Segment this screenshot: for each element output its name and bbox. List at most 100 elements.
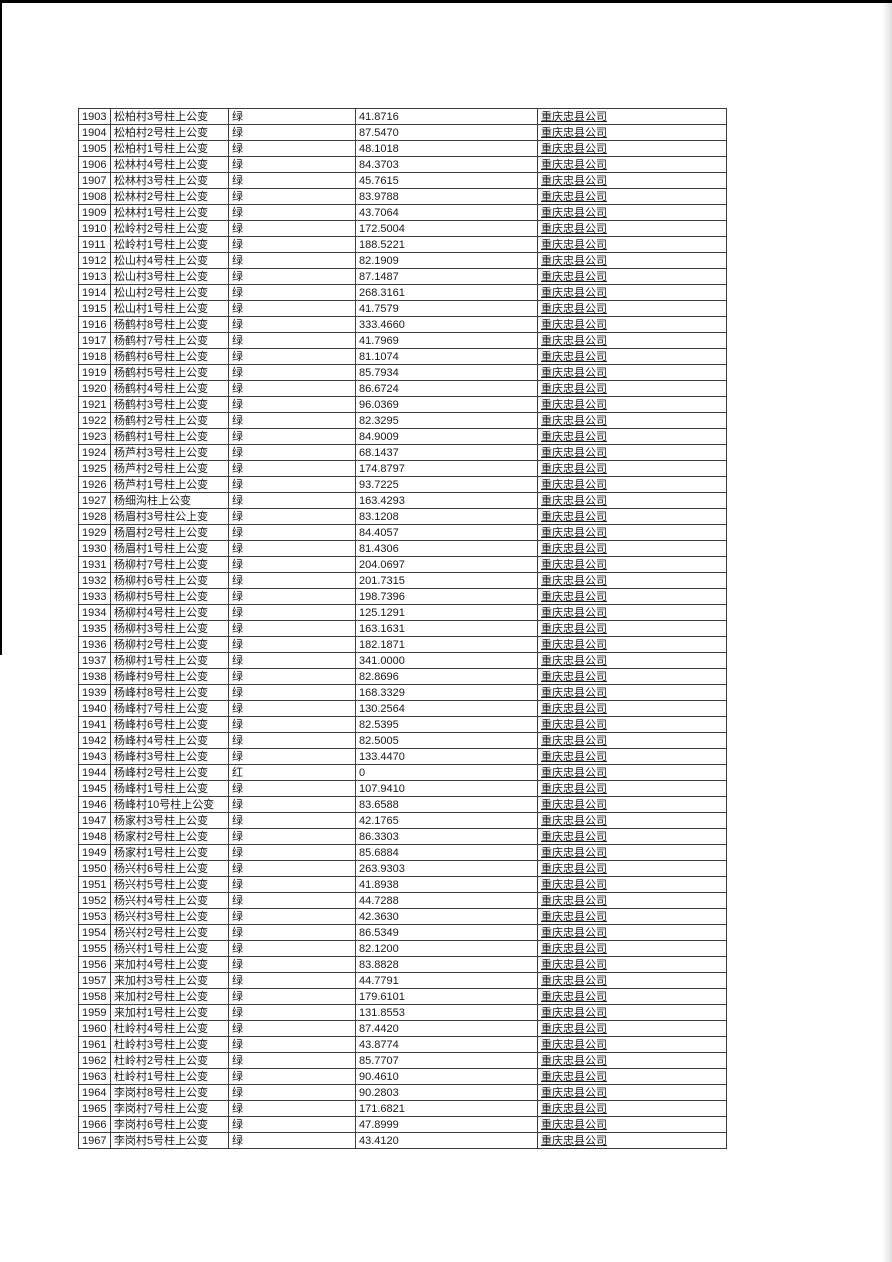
company-link[interactable]: 重庆忠县公司 xyxy=(541,526,607,539)
company-link[interactable]: 重庆忠县公司 xyxy=(541,846,607,859)
company-link[interactable]: 重庆忠县公司 xyxy=(541,734,607,747)
cell-value: 93.7225 xyxy=(355,476,538,493)
company-link[interactable]: 重庆忠县公司 xyxy=(541,830,607,843)
table-row: 1960 杜岭村4号柱上公变 绿 87.4420 重庆忠县公司 xyxy=(78,1020,727,1037)
cell-status: 绿 xyxy=(228,748,356,765)
company-link[interactable]: 重庆忠县公司 xyxy=(541,702,607,715)
company-link[interactable]: 重庆忠县公司 xyxy=(541,254,607,267)
company-link[interactable]: 重庆忠县公司 xyxy=(541,1086,607,1099)
cell-company: 重庆忠县公司 xyxy=(537,220,727,237)
company-link[interactable]: 重庆忠县公司 xyxy=(541,718,607,731)
company-link[interactable]: 重庆忠县公司 xyxy=(541,478,607,491)
company-link[interactable]: 重庆忠县公司 xyxy=(541,366,607,379)
company-link[interactable]: 重庆忠县公司 xyxy=(541,926,607,939)
company-link[interactable]: 重庆忠县公司 xyxy=(541,638,607,651)
cell-name: 李岗村6号柱上公变 xyxy=(110,1116,229,1133)
company-link[interactable]: 重庆忠县公司 xyxy=(541,590,607,603)
company-link[interactable]: 重庆忠县公司 xyxy=(541,686,607,699)
cell-company: 重庆忠县公司 xyxy=(537,140,727,157)
company-link[interactable]: 重庆忠县公司 xyxy=(541,462,607,475)
company-link[interactable]: 重庆忠县公司 xyxy=(541,958,607,971)
company-link[interactable]: 重庆忠县公司 xyxy=(541,1118,607,1131)
company-link[interactable]: 重庆忠县公司 xyxy=(541,302,607,315)
company-link[interactable]: 重庆忠县公司 xyxy=(541,942,607,955)
table-row: 1919 杨鹤村5号柱上公变 绿 85.7934 重庆忠县公司 xyxy=(78,364,727,381)
cell-name: 松柏村3号柱上公变 xyxy=(110,108,229,125)
company-link[interactable]: 重庆忠县公司 xyxy=(541,990,607,1003)
cell-row-number: 1906 xyxy=(78,156,111,173)
company-link[interactable]: 重庆忠县公司 xyxy=(541,974,607,987)
company-link[interactable]: 重庆忠县公司 xyxy=(541,190,607,203)
cell-value: 85.6884 xyxy=(355,844,538,861)
company-link[interactable]: 重庆忠县公司 xyxy=(541,1006,607,1019)
company-link[interactable]: 重庆忠县公司 xyxy=(541,494,607,507)
cell-value: 42.1765 xyxy=(355,812,538,829)
cell-value: 43.4120 xyxy=(355,1132,538,1149)
company-link[interactable]: 重庆忠县公司 xyxy=(541,414,607,427)
company-link[interactable]: 重庆忠县公司 xyxy=(541,318,607,331)
company-link[interactable]: 重庆忠县公司 xyxy=(541,158,607,171)
company-link[interactable]: 重庆忠县公司 xyxy=(541,174,607,187)
company-link[interactable]: 重庆忠县公司 xyxy=(541,398,607,411)
table-row: 1952 杨兴村4号柱上公变 绿 44.7288 重庆忠县公司 xyxy=(78,892,727,909)
company-link[interactable]: 重庆忠县公司 xyxy=(541,798,607,811)
company-link[interactable]: 重庆忠县公司 xyxy=(541,206,607,219)
cell-status: 绿 xyxy=(228,380,356,397)
company-link[interactable]: 重庆忠县公司 xyxy=(541,1134,607,1147)
company-link[interactable]: 重庆忠县公司 xyxy=(541,510,607,523)
company-link[interactable]: 重庆忠县公司 xyxy=(541,894,607,907)
company-link[interactable]: 重庆忠县公司 xyxy=(541,1102,607,1115)
company-link[interactable]: 重庆忠县公司 xyxy=(541,782,607,795)
cell-company: 重庆忠县公司 xyxy=(537,956,727,973)
company-link[interactable]: 重庆忠县公司 xyxy=(541,910,607,923)
table-row: 1964 李岗村8号柱上公变 绿 90.2803 重庆忠县公司 xyxy=(78,1084,727,1101)
table-row: 1933 杨柳村5号柱上公变 绿 198.7396 重庆忠县公司 xyxy=(78,588,727,605)
cell-value: 83.6588 xyxy=(355,796,538,813)
company-link[interactable]: 重庆忠县公司 xyxy=(541,382,607,395)
company-link[interactable]: 重庆忠县公司 xyxy=(541,766,607,779)
cell-value: 45.7615 xyxy=(355,172,538,189)
company-link[interactable]: 重庆忠县公司 xyxy=(541,334,607,347)
company-link[interactable]: 重庆忠县公司 xyxy=(541,654,607,667)
company-link[interactable]: 重庆忠县公司 xyxy=(541,542,607,555)
company-link[interactable]: 重庆忠县公司 xyxy=(541,430,607,443)
company-link[interactable]: 重庆忠县公司 xyxy=(541,1054,607,1067)
cell-status: 绿 xyxy=(228,236,356,253)
company-link[interactable]: 重庆忠县公司 xyxy=(541,1022,607,1035)
table-row: 1950 杨兴村6号柱上公变 绿 263.9303 重庆忠县公司 xyxy=(78,860,727,877)
company-link[interactable]: 重庆忠县公司 xyxy=(541,446,607,459)
company-link[interactable]: 重庆忠县公司 xyxy=(541,606,607,619)
table-row: 1947 杨家村3号柱上公变 绿 42.1765 重庆忠县公司 xyxy=(78,812,727,829)
cell-name: 杨柳村4号柱上公变 xyxy=(110,604,229,621)
table-row: 1929 杨眉村2号柱上公变 绿 84.4057 重庆忠县公司 xyxy=(78,524,727,541)
cell-value: 333.4660 xyxy=(355,316,538,333)
company-link[interactable]: 重庆忠县公司 xyxy=(541,350,607,363)
cell-status: 绿 xyxy=(228,780,356,797)
company-link[interactable]: 重庆忠县公司 xyxy=(541,142,607,155)
cell-name: 杜岭村3号柱上公变 xyxy=(110,1036,229,1053)
company-link[interactable]: 重庆忠县公司 xyxy=(541,286,607,299)
cell-company: 重庆忠县公司 xyxy=(537,652,727,669)
cell-company: 重庆忠县公司 xyxy=(537,1052,727,1069)
company-link[interactable]: 重庆忠县公司 xyxy=(541,558,607,571)
company-link[interactable]: 重庆忠县公司 xyxy=(541,270,607,283)
company-link[interactable]: 重庆忠县公司 xyxy=(541,1070,607,1083)
table-row: 1905 松柏村1号柱上公变 绿 48.1018 重庆忠县公司 xyxy=(78,140,727,157)
cell-name: 杨兴村5号柱上公变 xyxy=(110,876,229,893)
company-link[interactable]: 重庆忠县公司 xyxy=(541,126,607,139)
company-link[interactable]: 重庆忠县公司 xyxy=(541,862,607,875)
company-link[interactable]: 重庆忠县公司 xyxy=(541,622,607,635)
company-link[interactable]: 重庆忠县公司 xyxy=(541,1038,607,1051)
company-link[interactable]: 重庆忠县公司 xyxy=(541,110,607,123)
cell-company: 重庆忠县公司 xyxy=(537,524,727,541)
company-link[interactable]: 重庆忠县公司 xyxy=(541,814,607,827)
cell-value: 163.1631 xyxy=(355,620,538,637)
company-link[interactable]: 重庆忠县公司 xyxy=(541,574,607,587)
company-link[interactable]: 重庆忠县公司 xyxy=(541,878,607,891)
cell-status: 绿 xyxy=(228,1100,356,1117)
company-link[interactable]: 重庆忠县公司 xyxy=(541,670,607,683)
company-link[interactable]: 重庆忠县公司 xyxy=(541,238,607,251)
company-link[interactable]: 重庆忠县公司 xyxy=(541,750,607,763)
company-link[interactable]: 重庆忠县公司 xyxy=(541,222,607,235)
cell-status: 绿 xyxy=(228,252,356,269)
